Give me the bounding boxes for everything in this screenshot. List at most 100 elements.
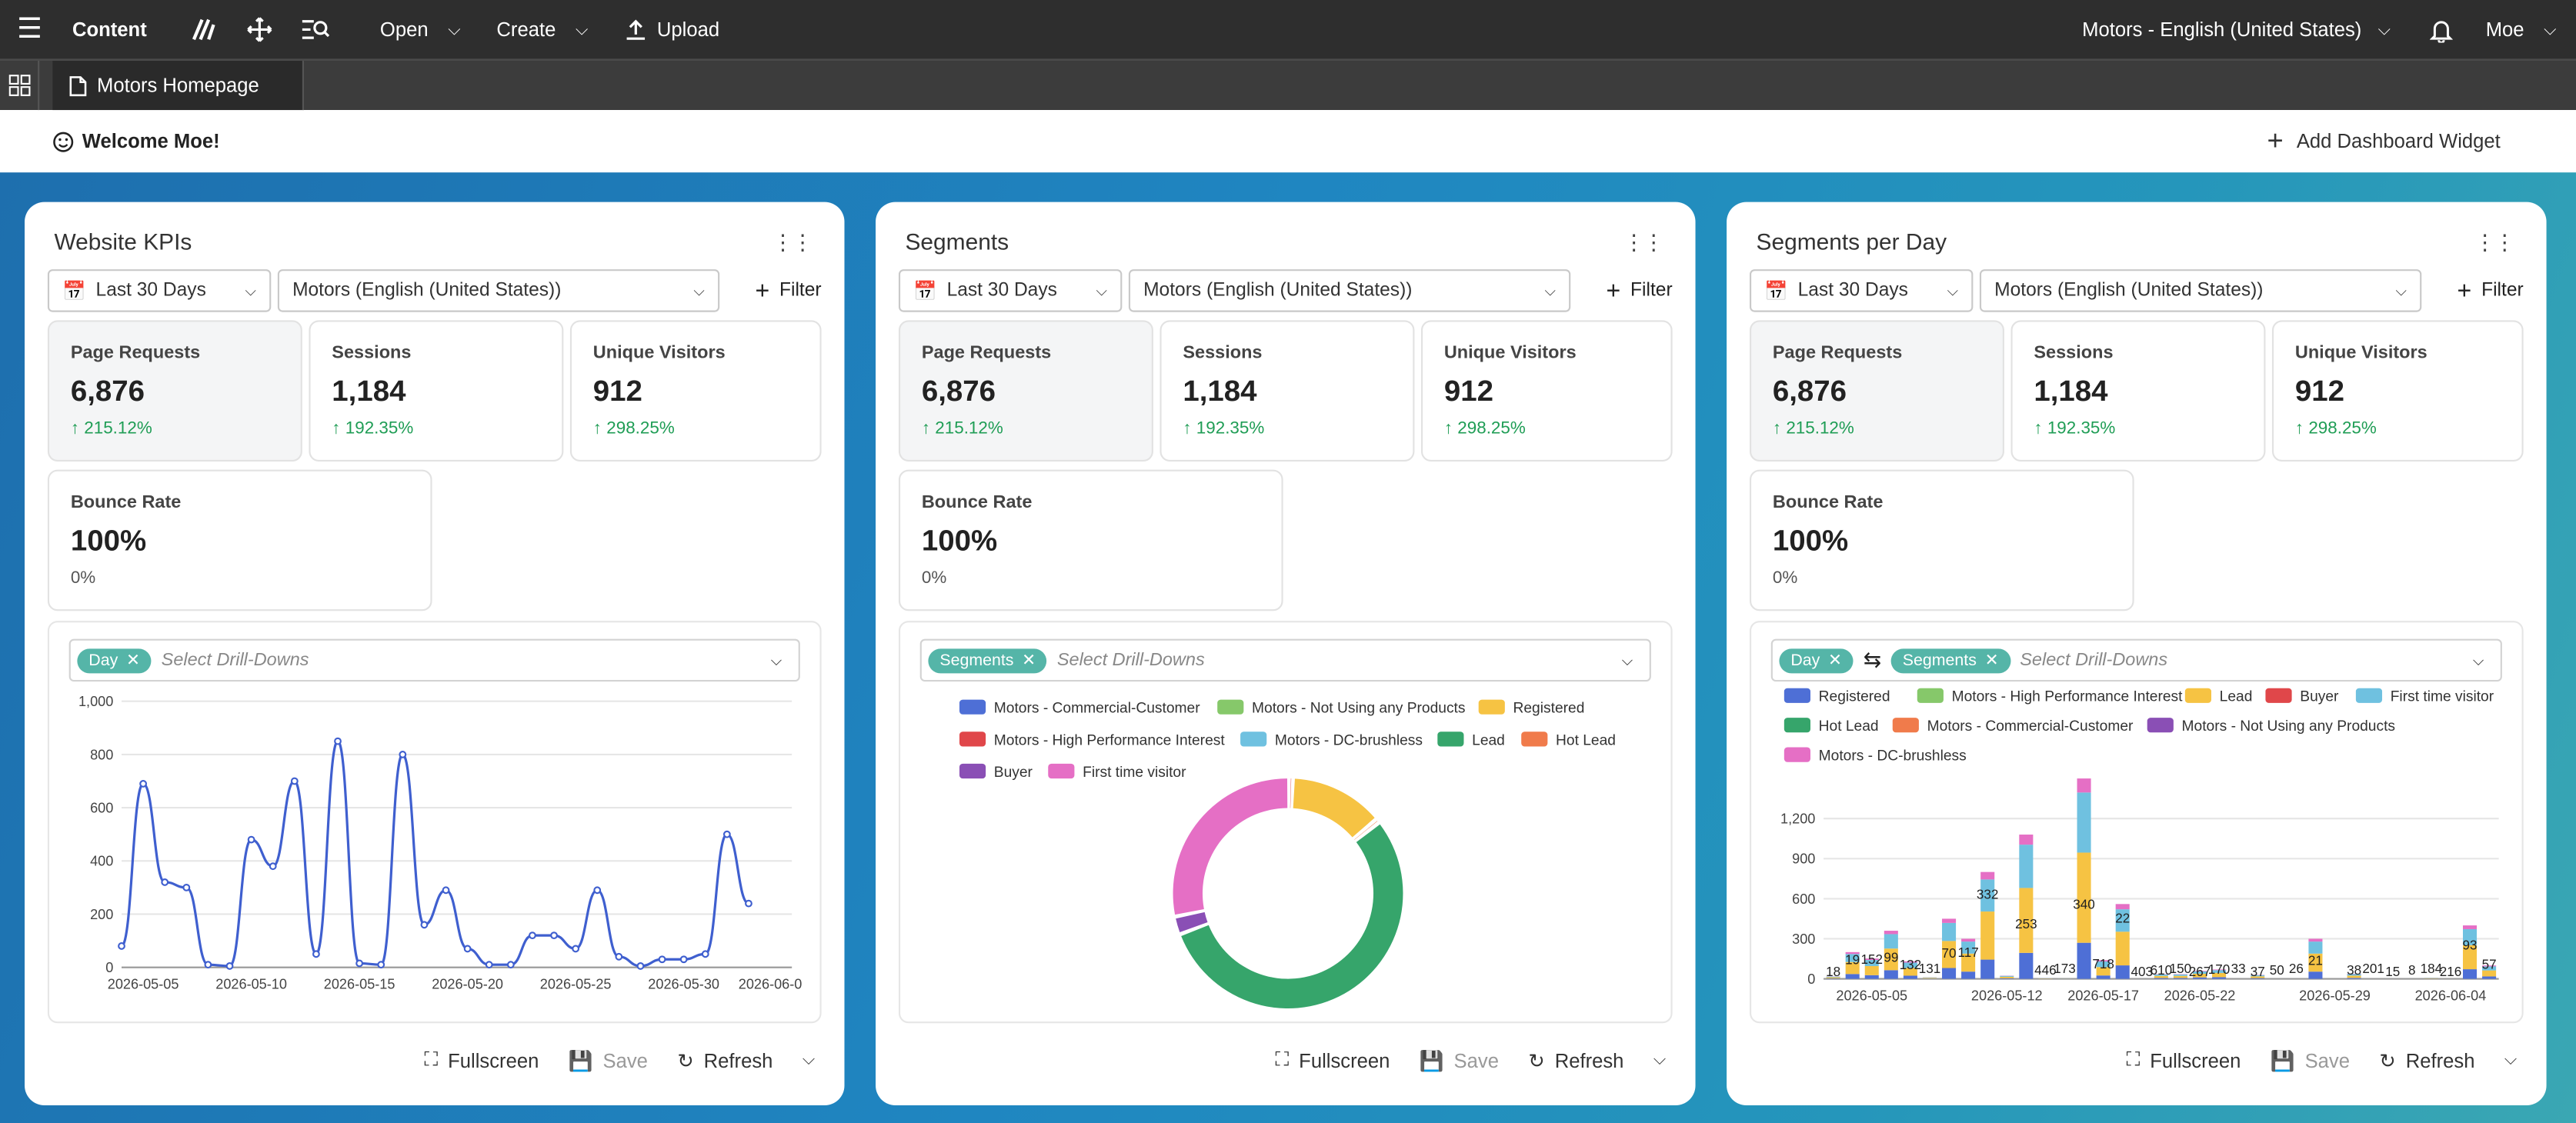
kpi-unique-visitors[interactable]: Unique Visitors 912 ↑ 298.25% [1420, 320, 1673, 462]
widget-footer: ⛶ Fullscreen 💾 Save ↻ Refresh ⌵ [2126, 1048, 2517, 1072]
drag-handle-icon[interactable]: ⋮⋮ [772, 229, 813, 255]
open-menu[interactable]: Open ⌵ [380, 18, 461, 41]
save-button[interactable]: 💾 Save [1420, 1048, 1499, 1071]
analytics-icon[interactable] [176, 18, 232, 41]
x-tick-label: 2026-06-04 [2415, 988, 2487, 1003]
legend-swatch [1784, 747, 1810, 762]
legend-swatch [2147, 718, 2174, 733]
data-point [377, 961, 385, 969]
close-icon[interactable]: ✕ [125, 651, 140, 670]
bar-segment [2173, 975, 2187, 978]
site-select[interactable]: Motors (English (United States)) ⌵ [277, 269, 720, 312]
kpi-change-value: 215.12% [84, 418, 152, 439]
x-tick-label: 2026-05-05 [108, 976, 179, 991]
kpi-bounce-rate[interactable]: Bounce Rate 100% 0% [47, 469, 432, 611]
kpi-page-requests[interactable]: Page Requests 6,876 ↑ 215.12% [1749, 320, 2004, 462]
close-icon[interactable]: ✕ [1984, 651, 1999, 670]
arrow-up-icon: ↑ [1772, 418, 1782, 439]
chevron-down-icon: ⌵ [2472, 651, 2484, 668]
y-tick-label: 900 [1792, 851, 1815, 867]
chip-day[interactable]: Day ✕ [1779, 648, 1854, 673]
kpi-bounce-rate[interactable]: Bounce Rate 100% 0% [1749, 469, 2134, 611]
create-menu[interactable]: Create ⌵ [496, 18, 588, 41]
kpi-sessions[interactable]: Sessions 1,184 ↑ 192.35% [309, 320, 564, 462]
kpi-page-requests[interactable]: Page Requests 6,876 ↑ 215.12% [47, 320, 302, 462]
more-options-button[interactable]: ⌵ [802, 1051, 815, 1069]
kpi-sessions[interactable]: Sessions 1,184 ↑ 192.35% [1160, 320, 1415, 462]
drill-down-select[interactable]: Segments ✕ Select Drill-Downs ⌵ [919, 638, 1651, 682]
top-bar: ☰ Content Open ⌵ Create ⌵ Upload Motors … [0, 0, 2576, 59]
fullscreen-button[interactable]: ⛶ Fullscreen [424, 1048, 539, 1072]
site-select[interactable]: Motors (English (United States)) ⌵ [1979, 269, 2422, 312]
bar-segment [1942, 968, 1957, 979]
kpi-unique-visitors[interactable]: Unique Visitors 912 ↑ 298.25% [569, 320, 822, 462]
swap-icon[interactable]: ⇆ [1863, 647, 1882, 672]
arrow-up-icon: ↑ [332, 418, 341, 439]
user-menu[interactable]: Moe ⌵ [2486, 18, 2557, 41]
refresh-button[interactable]: ↻ Refresh [2379, 1048, 2474, 1071]
kpi-change: ↑ 192.35% [1183, 418, 1391, 438]
drill-down-select[interactable]: Day ✕ Select Drill-Downs ⌵ [68, 638, 800, 682]
filter-button[interactable]: + Filter [1577, 269, 1673, 312]
close-icon[interactable]: ✕ [1828, 651, 1842, 670]
date-range-select[interactable]: 📅 Last 30 Days ⌵ [898, 269, 1123, 312]
kpi-bounce-rate[interactable]: Bounce Rate 100% 0% [898, 469, 1283, 611]
save-button[interactable]: 💾 Save [569, 1048, 648, 1071]
kpi-unique-visitors[interactable]: Unique Visitors 912 ↑ 298.25% [2271, 320, 2524, 462]
save-icon: 💾 [568, 1048, 593, 1072]
x-tick-label: 2026-05-15 [324, 976, 395, 991]
bell-icon[interactable] [2420, 17, 2463, 42]
search-list-icon[interactable] [288, 18, 344, 41]
more-options-button[interactable]: ⌵ [1653, 1051, 1666, 1069]
date-range-select[interactable]: 📅 Last 30 Days ⌵ [47, 269, 272, 312]
welcome-row: Welcome Moe! + Add Dashboard Widget [0, 110, 2576, 173]
chip-segments[interactable]: Segments ✕ [928, 648, 1048, 673]
legend-label: Motors - DC-brushless [1275, 732, 1423, 748]
legend-swatch [2184, 688, 2211, 703]
filter-label: Filter [779, 281, 822, 301]
calendar-icon: 📅 [913, 282, 937, 302]
site-select[interactable]: Motors (English (United States)) ⌵ [1128, 269, 1571, 312]
move-icon[interactable] [232, 16, 289, 42]
chip-label: Day [1790, 651, 1820, 670]
drag-handle-icon[interactable]: ⋮⋮ [1623, 229, 1664, 255]
donut-slice [1293, 778, 1375, 838]
tab-motors-homepage[interactable]: Motors Homepage [52, 61, 304, 111]
bar-segment [1942, 918, 1957, 923]
kpi-sessions[interactable]: Sessions 1,184 ↑ 192.35% [2010, 320, 2266, 462]
add-widget-button[interactable]: + Add Dashboard Widget [2267, 125, 2501, 158]
close-icon[interactable]: ✕ [1022, 651, 1036, 670]
brand-label[interactable]: Content [72, 18, 147, 42]
bar-segment [1845, 961, 1860, 975]
chip-day[interactable]: Day ✕ [77, 648, 152, 673]
chevron-down-icon: ⌵ [1653, 1051, 1667, 1070]
data-point [269, 862, 277, 871]
data-point [334, 737, 342, 745]
refresh-button[interactable]: ↻ Refresh [677, 1048, 772, 1071]
bar-segment [1884, 931, 1898, 935]
refresh-button[interactable]: ↻ Refresh [1528, 1048, 1623, 1071]
legend-swatch [959, 763, 986, 779]
hamburger-icon[interactable]: ☰ [17, 13, 42, 45]
apps-grid-icon[interactable] [0, 61, 40, 111]
more-options-button[interactable]: ⌵ [2504, 1051, 2517, 1069]
upload-button[interactable]: Upload [624, 18, 719, 41]
bar-segment [2019, 888, 2034, 953]
drag-handle-icon[interactable]: ⋮⋮ [2474, 229, 2515, 255]
data-label: 70 [1942, 946, 1957, 961]
site-selector[interactable]: Motors - English (United States) ⌵ [2082, 18, 2391, 41]
save-button[interactable]: 💾 Save [2271, 1048, 2350, 1071]
bar-segment [2482, 965, 2497, 967]
filter-button[interactable]: + Filter [726, 269, 822, 312]
kpi-page-requests[interactable]: Page Requests 6,876 ↑ 215.12% [898, 320, 1153, 462]
fullscreen-button[interactable]: ⛶ Fullscreen [1275, 1048, 1390, 1072]
bar-segment [2115, 904, 2130, 910]
fullscreen-button[interactable]: ⛶ Fullscreen [2126, 1048, 2241, 1072]
data-label: 150 [2170, 961, 2192, 976]
legend-label: Lead [2220, 689, 2253, 705]
chip-segments[interactable]: Segments ✕ [1890, 648, 2010, 673]
filter-button[interactable]: + Filter [2428, 269, 2524, 312]
drill-down-select[interactable]: Day ✕ ⇆ Segments ✕ Select Drill-Downs ⌵ [1770, 638, 2502, 682]
bar-segment [1980, 911, 1995, 960]
date-range-select[interactable]: 📅 Last 30 Days ⌵ [1749, 269, 1974, 312]
